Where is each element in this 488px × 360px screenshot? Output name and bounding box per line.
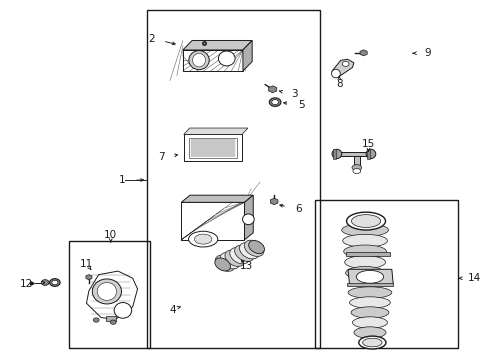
Polygon shape [243, 40, 252, 71]
Text: 6: 6 [295, 203, 302, 213]
Ellipse shape [352, 317, 386, 328]
Ellipse shape [234, 245, 254, 261]
Bar [183, 134, 242, 161]
Text: 15: 15 [361, 139, 374, 149]
Bar [346, 283, 392, 286]
Ellipse shape [344, 256, 385, 269]
Polygon shape [331, 59, 353, 76]
Text: 13: 13 [240, 261, 253, 271]
Ellipse shape [43, 281, 47, 284]
Ellipse shape [343, 245, 386, 258]
Text: 4: 4 [169, 305, 175, 315]
Ellipse shape [194, 234, 211, 244]
Ellipse shape [92, 279, 121, 304]
Text: 1: 1 [119, 175, 125, 185]
Text: 7: 7 [157, 152, 164, 162]
Ellipse shape [214, 258, 230, 271]
Bar [147, 10, 319, 348]
Ellipse shape [215, 255, 235, 271]
Bar [314, 200, 458, 348]
Ellipse shape [271, 100, 278, 105]
Ellipse shape [358, 336, 385, 349]
Polygon shape [244, 195, 253, 240]
Ellipse shape [229, 248, 249, 264]
Ellipse shape [52, 280, 58, 285]
Ellipse shape [49, 279, 60, 287]
Text: 8: 8 [335, 78, 342, 89]
Polygon shape [270, 198, 277, 204]
Ellipse shape [244, 240, 264, 256]
Text: 3: 3 [290, 89, 297, 99]
Ellipse shape [242, 214, 254, 225]
Ellipse shape [188, 51, 209, 69]
Ellipse shape [269, 98, 281, 107]
Ellipse shape [347, 287, 391, 298]
Polygon shape [86, 271, 137, 319]
Polygon shape [106, 316, 116, 321]
Ellipse shape [114, 302, 131, 318]
Ellipse shape [342, 62, 348, 66]
Ellipse shape [366, 149, 375, 158]
Polygon shape [181, 195, 253, 202]
Bar [345, 252, 389, 256]
Ellipse shape [342, 234, 386, 247]
Polygon shape [183, 40, 252, 50]
Text: 12: 12 [20, 279, 33, 289]
Polygon shape [268, 86, 276, 93]
Text: 2: 2 [148, 34, 154, 44]
Ellipse shape [356, 270, 383, 283]
Bar [332, 149, 336, 159]
Ellipse shape [349, 297, 389, 308]
Ellipse shape [345, 266, 384, 279]
Ellipse shape [218, 51, 235, 66]
Ellipse shape [331, 149, 341, 158]
Ellipse shape [248, 240, 264, 253]
Polygon shape [181, 202, 244, 240]
Ellipse shape [110, 320, 116, 324]
Ellipse shape [351, 215, 380, 228]
Ellipse shape [188, 231, 217, 247]
Polygon shape [183, 128, 247, 134]
Ellipse shape [350, 307, 388, 318]
Bar [366, 149, 370, 159]
Ellipse shape [41, 280, 49, 285]
Polygon shape [336, 152, 370, 156]
Bar [69, 241, 149, 348]
Polygon shape [353, 156, 359, 167]
Ellipse shape [220, 253, 239, 269]
Ellipse shape [346, 212, 385, 230]
Text: 5: 5 [297, 100, 304, 110]
Ellipse shape [192, 53, 205, 67]
Ellipse shape [352, 168, 360, 174]
Ellipse shape [353, 327, 385, 338]
Text: 10: 10 [104, 230, 117, 240]
Polygon shape [347, 269, 392, 285]
Polygon shape [183, 50, 243, 71]
Polygon shape [86, 275, 92, 280]
Ellipse shape [341, 224, 387, 237]
Ellipse shape [362, 338, 381, 347]
Ellipse shape [331, 69, 340, 78]
Ellipse shape [239, 243, 259, 259]
Ellipse shape [224, 250, 244, 266]
Ellipse shape [97, 283, 116, 300]
Bar [188, 138, 237, 158]
Text: 9: 9 [424, 48, 430, 58]
Polygon shape [359, 50, 366, 56]
Text: 14: 14 [467, 273, 480, 283]
Ellipse shape [351, 165, 361, 170]
Text: 11: 11 [80, 259, 93, 269]
Ellipse shape [93, 318, 99, 322]
